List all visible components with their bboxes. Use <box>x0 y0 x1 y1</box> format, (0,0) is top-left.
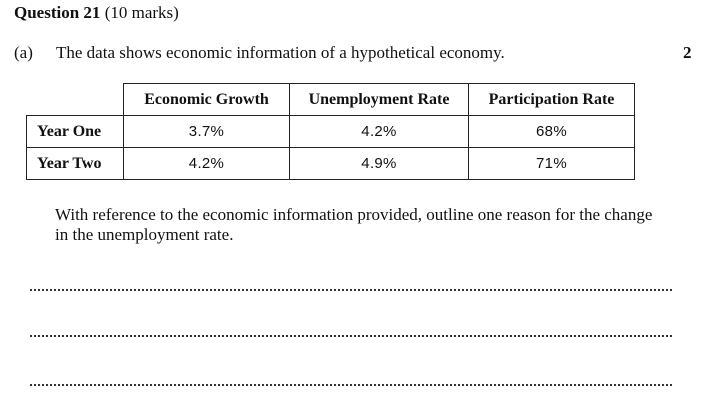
column-header-economic-growth: Economic Growth <box>123 83 290 116</box>
table-cell: 4.2% <box>123 147 290 180</box>
column-header-participation-rate: Participation Rate <box>468 83 635 116</box>
row-header-year-two: Year Two <box>26 147 124 180</box>
row-header-year-one: Year One <box>26 115 124 148</box>
table-cell: 71% <box>468 147 635 180</box>
table-row: Year One 3.7% 4.2% 68% <box>26 115 635 148</box>
table-cell: 4.2% <box>289 115 469 148</box>
question-prompt: With reference to the economic informati… <box>55 205 653 244</box>
economic-data-table: Economic Growth Unemployment Rate Partic… <box>26 83 635 180</box>
part-intro-text: The data shows economic information of a… <box>56 43 505 62</box>
table-row: Year Two 4.2% 4.9% 71% <box>26 147 635 180</box>
table-corner-blank <box>27 84 124 116</box>
part-label: (a) <box>14 43 33 62</box>
answer-line[interactable] <box>30 335 672 337</box>
question-marks: (10 marks) <box>104 3 179 22</box>
part-marks: 2 <box>683 43 692 62</box>
answer-line[interactable] <box>30 289 672 291</box>
question-number: Question 21 <box>14 3 101 22</box>
question-title: Question 21 (10 marks) <box>14 3 179 23</box>
answer-line[interactable] <box>30 384 672 386</box>
table-header-row: Economic Growth Unemployment Rate Partic… <box>27 83 635 116</box>
table-cell: 68% <box>468 115 635 148</box>
table-cell: 3.7% <box>123 115 290 148</box>
column-header-unemployment-rate: Unemployment Rate <box>289 83 469 116</box>
table-cell: 4.9% <box>289 147 469 180</box>
